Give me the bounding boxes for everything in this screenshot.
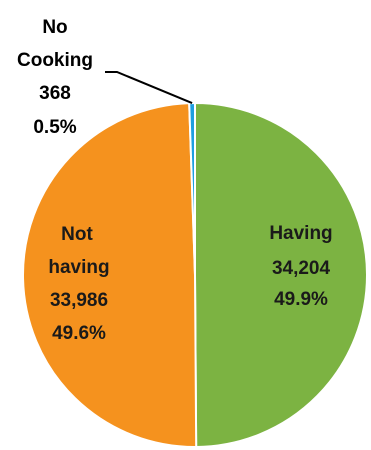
slice-label-no-cooking: No Cooking 368 0.5%	[17, 17, 93, 138]
slice-label-having-value: 34,204	[272, 258, 331, 279]
slice-label-having: Having 34,204 49.9%	[269, 223, 332, 310]
slice-label-not-having-value: 33,986	[50, 290, 108, 311]
slice-label-no-cooking-name-line2: Cooking	[17, 50, 93, 71]
slice-label-no-cooking-percent: 0.5%	[33, 117, 76, 138]
pie-slice-having	[194, 101, 369, 449]
pie-slice-not-having	[22, 102, 198, 448]
slice-label-having-percent: 49.9%	[274, 289, 328, 310]
slice-label-not-having: Not having 33,986 49.6%	[48, 224, 109, 344]
slice-label-not-having-percent: 49.6%	[52, 323, 106, 344]
leader-line-no-cooking	[105, 71, 193, 104]
slice-label-no-cooking-value: 368	[39, 83, 71, 104]
slice-label-not-having-name-line2: having	[48, 257, 109, 278]
slice-label-not-having-name-line1: Not	[61, 224, 93, 245]
pie-slices	[22, 101, 369, 449]
slice-label-having-name: Having	[269, 223, 332, 244]
slice-label-no-cooking-name-line1: No	[42, 17, 67, 38]
